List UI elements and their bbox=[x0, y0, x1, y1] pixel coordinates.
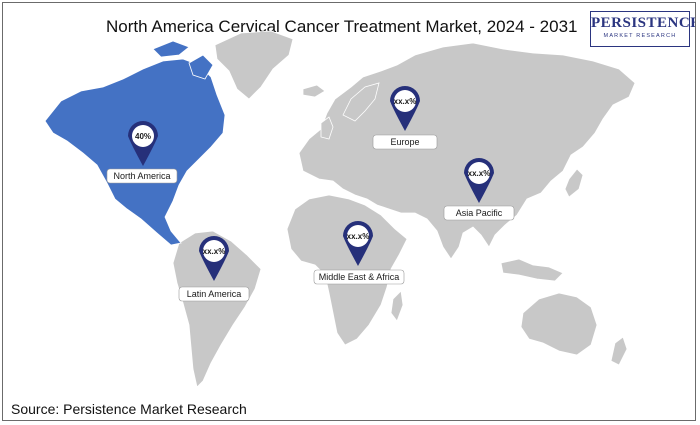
page-title: North America Cervical Cancer Treatment … bbox=[106, 17, 578, 36]
australia-landmass bbox=[520, 292, 598, 356]
pin-inner-circle bbox=[394, 90, 416, 112]
label-europe: Europe bbox=[372, 134, 438, 150]
pin-europe[interactable]: xx.x% bbox=[390, 86, 420, 131]
iceland-landmass bbox=[302, 84, 326, 98]
source-caption: Source: Persistence Market Research bbox=[11, 401, 247, 417]
region-label-text: Middle East & Africa bbox=[319, 272, 400, 282]
pin-middle-east-africa[interactable]: xx.x% bbox=[343, 221, 373, 266]
region-labels: North America Europe Asia Pacific Middle… bbox=[106, 134, 515, 302]
region-label-text: Asia Pacific bbox=[456, 208, 503, 218]
persistence-logo: PERSISTENCE MARKET RESEARCH bbox=[590, 11, 696, 47]
pin-north-america[interactable]: 40% bbox=[128, 121, 158, 166]
scandinavia-landmass bbox=[342, 82, 380, 122]
pin-latin-america[interactable]: xx.x% bbox=[199, 236, 229, 281]
map-frame: North America Cervical Cancer Treatment … bbox=[2, 2, 696, 421]
baffin-island bbox=[188, 54, 214, 80]
region-label-text: North America bbox=[113, 171, 170, 181]
label-asia-pacific: Asia Pacific bbox=[443, 205, 515, 221]
arctic-islands bbox=[152, 40, 190, 58]
region-label-text: Latin America bbox=[187, 289, 242, 299]
land-masses bbox=[172, 30, 636, 388]
north-america-region bbox=[44, 40, 226, 246]
label-north-america: North America bbox=[106, 168, 178, 184]
region-label-text: Europe bbox=[390, 137, 419, 147]
greenland-landmass bbox=[214, 30, 294, 100]
pin-value: xx.x% bbox=[347, 232, 370, 241]
uk-landmass bbox=[320, 116, 334, 140]
logo-sub-text: MARKET RESEARCH bbox=[603, 33, 677, 39]
pin-value: xx.x% bbox=[394, 97, 417, 106]
madagascar-landmass bbox=[390, 290, 404, 322]
eurasia-landmass bbox=[298, 42, 636, 260]
southeast-asia-islands bbox=[500, 258, 564, 282]
region-pins: 40% xx.x% xx.x% xx.x% xx.x% bbox=[128, 86, 494, 281]
pin-inner-circle bbox=[347, 225, 369, 247]
label-middle-east-africa: Middle East & Africa bbox=[313, 269, 405, 285]
japan-landmass bbox=[564, 168, 584, 198]
pin-value: xx.x% bbox=[203, 247, 226, 256]
pin-inner-circle bbox=[468, 162, 490, 184]
pin-inner-circle bbox=[132, 125, 154, 147]
south-america-landmass bbox=[172, 230, 262, 388]
pin-value: xx.x% bbox=[468, 169, 491, 178]
pin-value: 40% bbox=[135, 132, 151, 141]
logo-main-text: PERSISTENCE bbox=[591, 15, 696, 31]
new-zealand-landmass bbox=[610, 336, 628, 366]
pin-asia-pacific[interactable]: xx.x% bbox=[464, 158, 494, 203]
world-map: 40% xx.x% xx.x% xx.x% xx.x% bbox=[44, 30, 636, 388]
pin-inner-circle bbox=[203, 240, 225, 262]
north-america-landmass bbox=[44, 58, 226, 246]
label-latin-america: Latin America bbox=[178, 286, 250, 302]
